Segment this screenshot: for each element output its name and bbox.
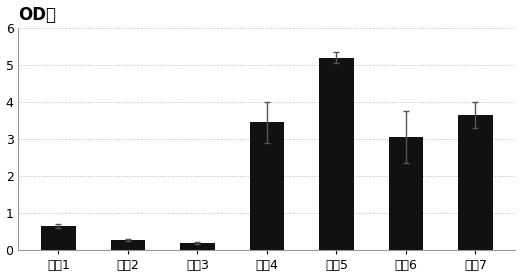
Bar xyxy=(110,240,145,250)
Bar xyxy=(41,226,76,250)
Bar xyxy=(319,58,354,250)
Bar xyxy=(458,115,493,250)
Bar xyxy=(180,243,215,250)
Bar xyxy=(389,137,424,250)
Text: OD値: OD値 xyxy=(18,6,56,24)
Bar xyxy=(250,123,284,250)
